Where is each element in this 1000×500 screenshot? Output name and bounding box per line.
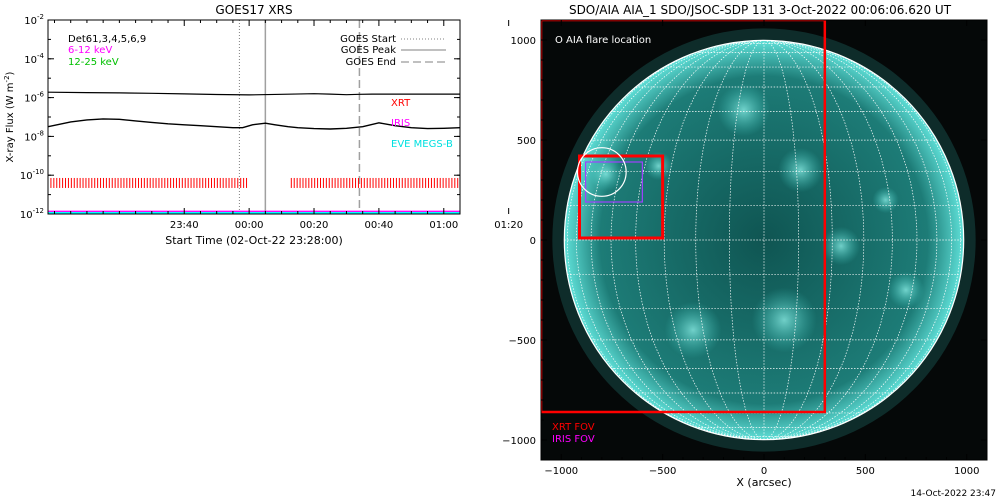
aia-xtick-label: −500 <box>649 466 676 477</box>
active-region <box>887 271 925 309</box>
xrs-xtick-label: 01:20 <box>494 220 523 231</box>
xrs-ytick-exp: -10 <box>33 168 44 176</box>
active-region <box>872 186 899 214</box>
aia-legend-iris-fov: IRIS FOV <box>552 434 595 445</box>
active-region <box>644 151 673 181</box>
xrs-ytick-base: 10 <box>24 132 37 143</box>
legend-iris: IRIS <box>391 118 410 129</box>
xrt-coverage-segment <box>290 177 459 188</box>
legend-goes-start: GOES Start <box>340 34 396 45</box>
active-region <box>664 301 722 359</box>
legend-channel-det: Det61,3,4,5,6,9 <box>68 34 146 45</box>
legend-channel-6-12: 6-12 keV <box>68 45 112 56</box>
xrs-ytick-base: 10 <box>24 55 37 66</box>
active-region <box>588 156 624 192</box>
xrt-coverage-segment <box>48 177 248 188</box>
xrs-xtick-label: 01:00 <box>429 220 458 231</box>
xrs-panel: GOES17 XRS 10-1210-1010-810-610-410-223:… <box>3 3 523 247</box>
iris-fov <box>584 161 643 203</box>
xrs-xtick-label: 23:40 <box>170 220 199 231</box>
aia-xtick-label: 500 <box>856 466 875 477</box>
active-region <box>751 287 817 353</box>
xrs-ytick-label: 10-2 <box>24 13 44 27</box>
xrs-ytick-label: 10-4 <box>24 52 44 66</box>
xrs-ytick-label: 10-6 <box>24 91 44 105</box>
event-legend: GOES Start GOES Peak GOES End <box>340 34 446 68</box>
aia-ytick-label: 1000 <box>511 36 536 47</box>
xrs-xtick-label: 00:00 <box>235 220 264 231</box>
active-region <box>717 83 771 137</box>
grid-meridian <box>635 40 765 440</box>
active-region <box>821 226 861 266</box>
xrt-fov-large <box>541 20 827 414</box>
legend-goes-end: GOES End <box>346 57 396 68</box>
goes-long-channel-line <box>48 91 460 96</box>
xrs-title: GOES17 XRS <box>215 3 292 17</box>
grid-meridian <box>763 40 918 440</box>
sun-limb <box>563 39 965 441</box>
xrs-xlabel: Start Time (02-Oct-22 23:28:00) <box>165 234 343 247</box>
xrs-plot-content <box>48 20 460 214</box>
aia-xtick-label: 1000 <box>954 466 979 477</box>
xrs-xtick-label: 00:20 <box>300 220 329 231</box>
xrs-ytick-exp: -12 <box>33 207 44 215</box>
xrs-ytick-base: 10 <box>24 16 37 27</box>
xrs-ylabel-tail: ) <box>5 71 16 75</box>
xrs-ytick-exp: -8 <box>37 129 44 137</box>
grid-meridian <box>763 40 893 440</box>
aia-axes: −1000 −500 0 500 1000 1000 500 0 −500 −1000 <box>502 20 987 477</box>
footer-timestamp: 14-Oct-2022 23:47 <box>911 489 996 499</box>
xrs-xtick-label: 00:40 <box>364 220 393 231</box>
xrs-ylabel-sup: -2 <box>3 75 11 82</box>
flare-location-circle <box>576 147 627 197</box>
xrs-ytick-base: 10 <box>20 171 33 182</box>
xrs-ytick-exp: -4 <box>37 52 45 60</box>
legend-xrt: XRT <box>391 98 411 109</box>
aia-xtick-label: 0 <box>761 466 767 477</box>
aia-legend-xrt-fov: XRT FOV <box>552 422 595 433</box>
aia-title: SDO/AIA AIA_1 SDO/JSOC-SDP 131 3-Oct-202… <box>569 3 952 17</box>
xrs-ylabel: X-ray Flux (W m-2) <box>3 71 16 162</box>
aia-legend-flare: O AIA flare location <box>555 35 651 46</box>
aia-ytick-label: 500 <box>517 136 536 147</box>
aia-map-image <box>541 20 987 460</box>
goes-short-channel-line <box>48 118 460 130</box>
xrs-ytick-base: 10 <box>20 210 33 221</box>
aia-ytick-label: 0 <box>530 236 536 247</box>
active-region <box>778 147 823 193</box>
aia-panel: SDO/AIA AIA_1 SDO/JSOC-SDP 131 3-Oct-202… <box>502 3 988 489</box>
legend-eve: EVE MEGS-B <box>391 139 453 150</box>
aia-xtick-label: −1000 <box>544 466 578 477</box>
xrs-ytick-exp: -6 <box>37 91 45 99</box>
aia-xlabel: X (arcsec) <box>736 476 791 489</box>
aia-ytick-label: −1000 <box>502 436 536 447</box>
aia-ytick-label: −500 <box>509 336 536 347</box>
xrs-ytick-base: 10 <box>24 94 37 105</box>
legend-channel-12-25: 12-25 keV <box>68 57 119 68</box>
xrs-ytick-label: 10-12 <box>20 207 44 221</box>
xrs-ylabel-base: X-ray Flux (W m <box>5 82 16 162</box>
legend-goes-peak: GOES Peak <box>341 45 396 56</box>
xrs-ytick-label: 10-8 <box>24 129 44 143</box>
xrs-ytick-label: 10-10 <box>20 168 44 182</box>
active-regions <box>588 83 925 359</box>
xrt-fov-small <box>578 154 665 240</box>
fov-overlays <box>541 20 827 414</box>
xrs-ytick-exp: -2 <box>37 13 44 21</box>
